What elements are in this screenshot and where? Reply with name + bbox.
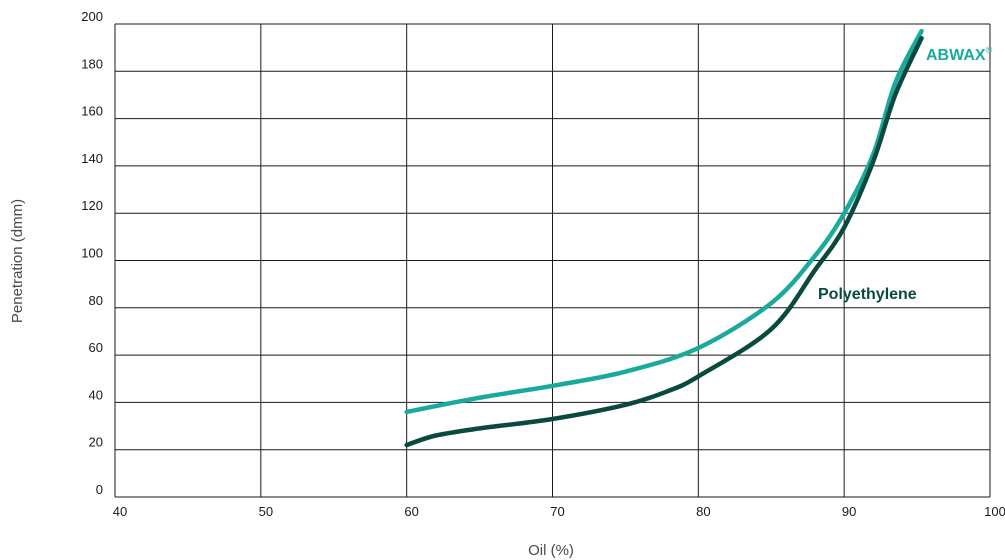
y-tick-label: 80 bbox=[89, 293, 103, 308]
y-tick-label: 60 bbox=[89, 340, 103, 355]
series-label-polyethylene: Polyethylene bbox=[818, 286, 917, 303]
x-tick-label: 90 bbox=[842, 504, 856, 519]
y-tick-label: 40 bbox=[89, 387, 103, 402]
x-tick-label: 70 bbox=[550, 504, 564, 519]
x-tick-label: 40 bbox=[113, 504, 127, 519]
y-tick-label: 200 bbox=[81, 9, 103, 24]
y-tick-label: 100 bbox=[81, 246, 103, 261]
series-line-polyethylene bbox=[404, 35, 924, 448]
y-axis-label: Penetration (dmm) bbox=[9, 199, 26, 323]
y-tick-label: 140 bbox=[81, 151, 103, 166]
series-label-abwax: ABWAX® bbox=[926, 45, 993, 64]
x-tick-label: 100 bbox=[984, 504, 1005, 519]
series-lines bbox=[404, 28, 924, 448]
x-tick-label: 60 bbox=[404, 504, 418, 519]
grid bbox=[114, 23, 991, 498]
y-tick-label: 120 bbox=[81, 198, 103, 213]
x-tick-label: 80 bbox=[696, 504, 710, 519]
x-tick-label: 50 bbox=[259, 504, 273, 519]
y-tick-label: 180 bbox=[81, 56, 103, 71]
series-labels: ABWAX® Polyethylene bbox=[818, 45, 993, 303]
series-line-abwax bbox=[404, 28, 924, 415]
y-tick-label: 160 bbox=[81, 104, 103, 119]
registered-mark: ® bbox=[986, 45, 993, 55]
y-tick-label: 0 bbox=[96, 482, 103, 497]
x-tick-labels: 40 50 60 70 80 90 100 bbox=[113, 504, 1005, 519]
y-tick-labels: 0 20 40 60 80 100 120 140 160 180 200 bbox=[81, 9, 103, 497]
y-tick-label: 20 bbox=[89, 435, 103, 450]
x-axis-label: Oil (%) bbox=[528, 542, 574, 559]
